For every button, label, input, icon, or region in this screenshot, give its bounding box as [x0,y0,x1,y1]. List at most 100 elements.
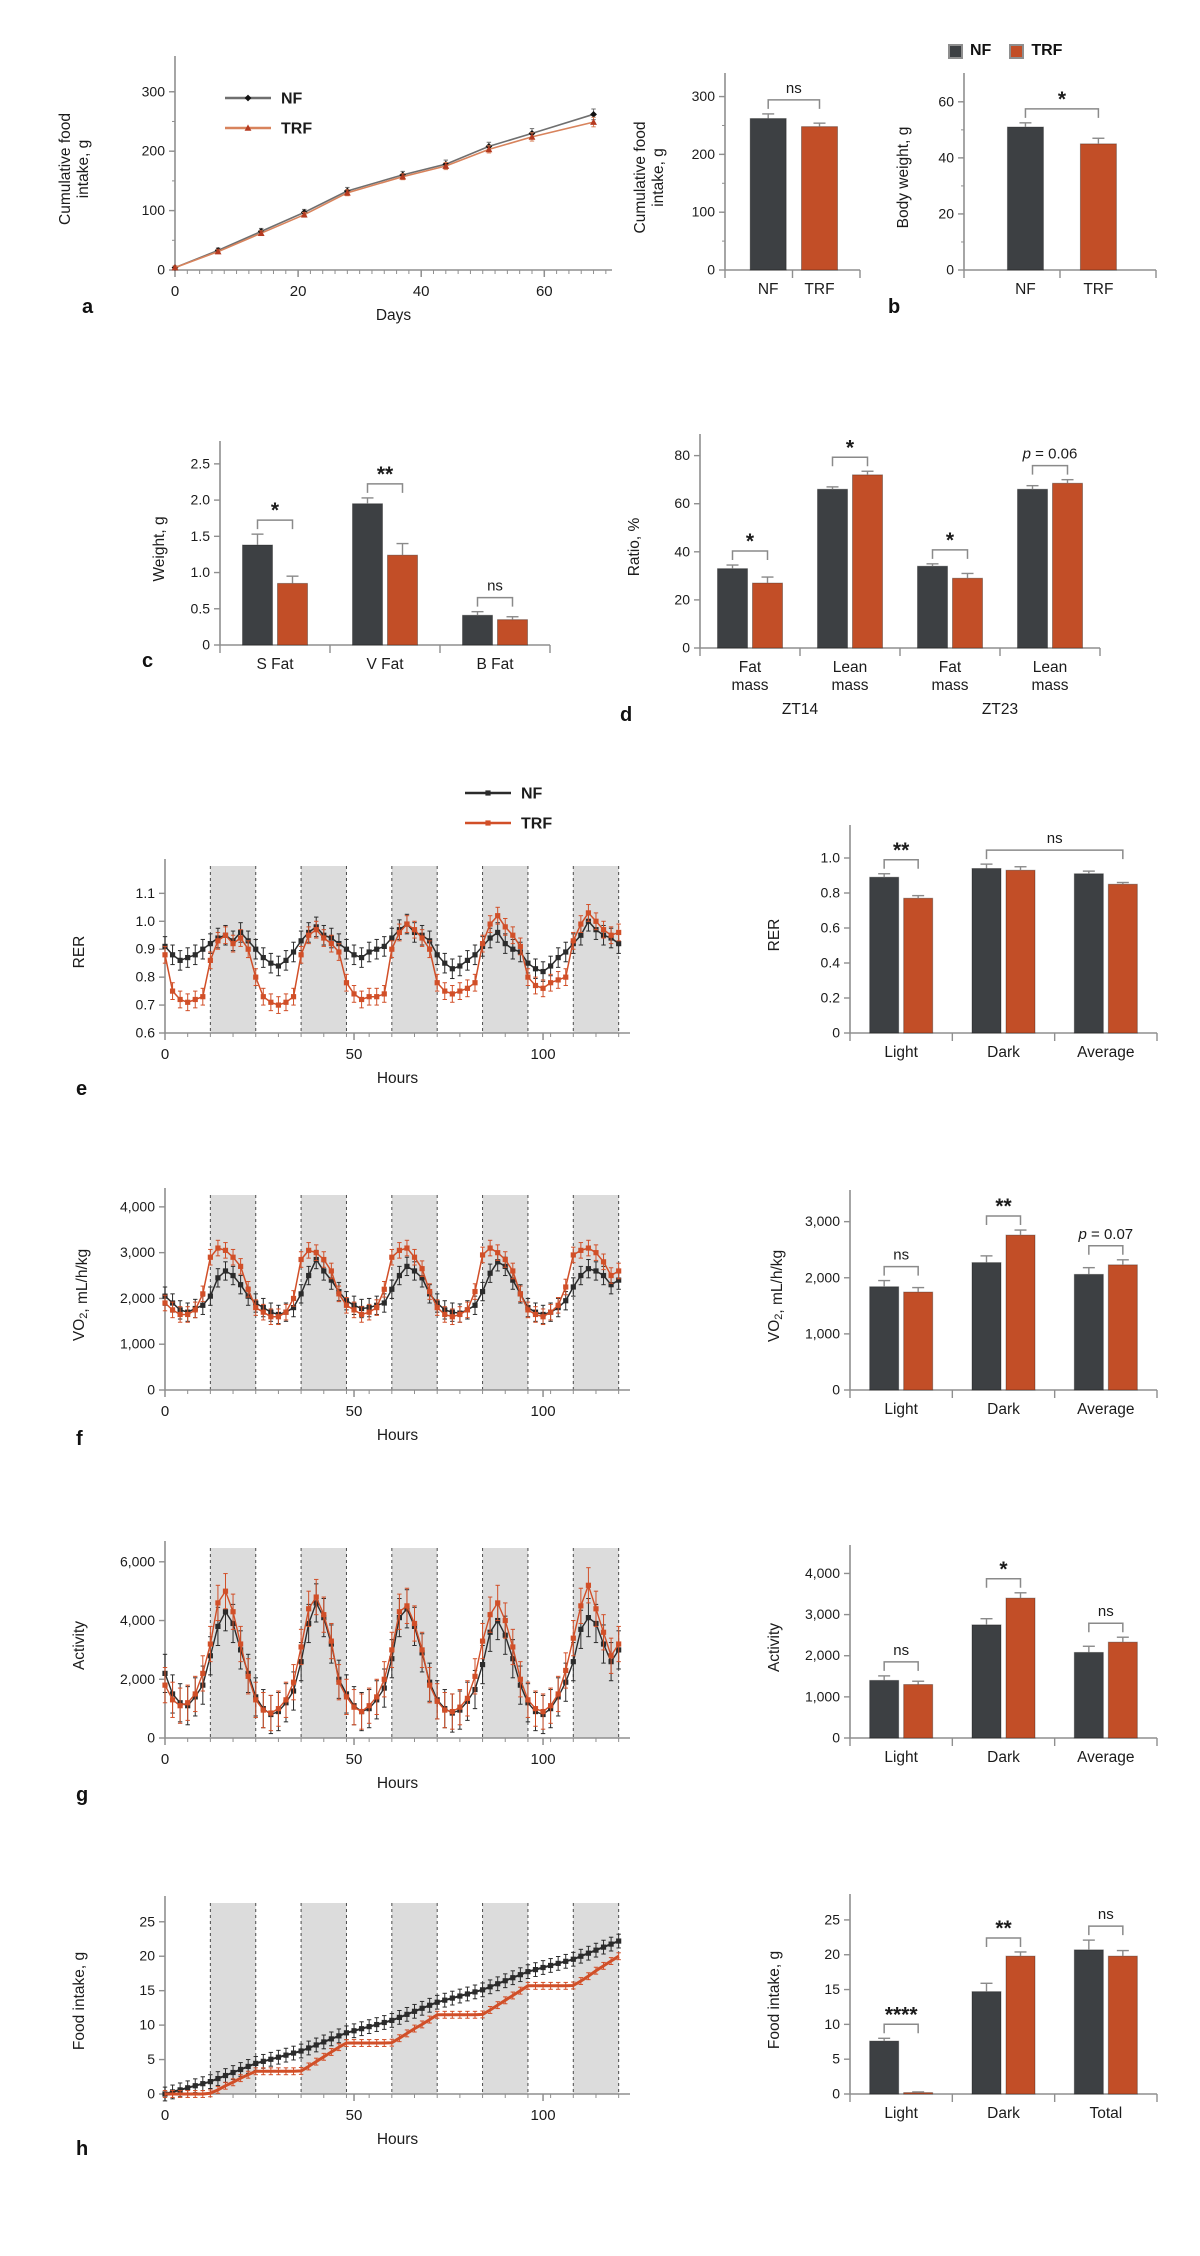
y-tick-label: 20 [824,1946,840,1962]
bar-TRF [1079,143,1117,271]
panel-g-bar-chart: 0 1,000 2,000 3,000 4,000 Activity Light ns Dark… [755,1465,1185,1817]
group-label-ZT14: ZT14 [782,701,819,718]
data-point-marker [434,1999,440,2005]
panel-f-bar-chart: 0 1,000 2,000 3,000 VO2, mL/h/kg Light ns Dark *… [755,1120,1185,1470]
panel-g-line-chart: 0 2,000 4,000 6,000 0 50 100 Hours Activity [60,1465,660,1817]
data-point-marker [185,954,191,961]
data-point-marker [177,1703,183,1709]
bar-NF-2 [462,614,493,646]
data-point-marker [578,1247,584,1253]
panel-e-line-chart: 0.6 0.7 0.8 0.9 1.0 1.1 0 50 100 Hours RER NF TRF [60,775,660,1120]
significance-bracket [1088,1622,1124,1633]
y-tick-label: 15 [139,1982,155,1998]
y-axis-title: RER [71,936,88,969]
bar-NF-2 [1073,1949,1104,2095]
data-point-marker [343,189,351,196]
data-point-marker [396,929,402,936]
data-point-marker [366,994,372,1000]
y-tick-label: 2,000 [120,1671,155,1687]
data-point-marker [306,1606,312,1612]
y-tick-label: 0 [832,2086,840,2102]
data-point-marker [275,1314,282,1320]
y-tick-label: 80 [674,447,690,463]
bar-NF-1 [817,488,848,649]
data-point-marker [517,943,523,950]
significance-bracket [256,519,294,530]
bar-category-label: Lean mass [1031,659,1068,694]
data-point-marker [351,1704,357,1710]
data-point-marker [215,1600,221,1606]
bar-NF-0 [869,1679,900,1739]
bar-category-label: Dark [987,1044,1020,1061]
bars [869,1592,1138,1739]
y-tick-label: 2,000 [805,1647,840,1663]
data-point-marker [548,980,554,986]
data-point-marker [585,1582,592,1588]
y-axis-title: Activity [71,1621,88,1670]
legend-label-NF: NF [281,91,303,108]
data-point-marker [442,1707,448,1713]
data-point-marker [200,1302,206,1308]
significance-bracket [985,849,1124,860]
data-point-marker [230,2069,236,2076]
bar-category-label: Lean mass [831,659,868,694]
data-point-marker [563,974,569,980]
y-tick-label: 0 [707,262,715,278]
data-point-marker [253,946,259,952]
data-point-marker [472,1302,478,1308]
data-point-marker [396,1247,402,1253]
data-point-marker [495,1981,501,1987]
series-line-NF [174,113,594,269]
x-axis-ticks: 0 50 100 [161,1738,620,1768]
y-axis-title: Cumulative foodintake, g [632,121,667,233]
data-point-marker [449,991,455,997]
data-point-marker [230,1254,236,1260]
data-point-marker [555,1302,561,1308]
axis-boundary-ticks [219,645,551,653]
series-line-TRF [174,121,594,269]
data-point-marker [300,211,308,218]
data-point-marker [563,1298,569,1304]
bar-NF-0 [242,544,273,646]
data-point-marker [485,820,491,826]
data-point-marker [207,2079,213,2085]
data-point-marker [548,963,554,969]
data-point-marker [389,1254,395,1260]
data-point-marker [616,1938,622,1944]
data-point-marker [328,2036,334,2042]
data-point-marker [366,949,372,955]
data-point-marker [192,1691,198,1697]
data-point-marker [328,1638,334,1644]
x-tick-label: 50 [346,2107,363,2124]
y-axis-title: Body weight, g [895,127,912,229]
y-tick-label: 15 [824,1981,840,1997]
significance-ns: ns [1047,830,1063,847]
y-tick-label: 20 [938,205,954,221]
data-point-marker [298,2048,304,2054]
data-point-marker [472,952,478,958]
x-tick-label: 40 [413,283,430,300]
data-point-marker [238,2066,244,2073]
y-tick-label: 40 [674,543,690,559]
data-point-marker [328,1268,334,1274]
y-tick-label: 300 [142,83,166,99]
data-point-marker [487,1270,493,1276]
data-point-marker [404,1603,410,1609]
series-TRF [162,1952,621,2098]
data-point-marker [268,999,274,1005]
data-point-marker [502,1256,508,1263]
data-point-marker [427,2002,433,2008]
data-point-marker [442,960,448,966]
data-point-marker [313,2042,319,2048]
significance-p-value: p = 0.07 [1078,1226,1134,1243]
data-point-marker [283,1309,289,1315]
x-axis-ticks: 0 50 100 [161,1390,620,1420]
bars [869,863,1138,1034]
bar-category-label: Light [884,1749,918,1766]
bar-category-label: Average [1077,1401,1134,1418]
data-point-marker [525,1697,531,1703]
x-axis-title: Hours [377,1427,419,1444]
series-TRF [171,116,597,271]
data-point-marker [177,996,183,1003]
data-point-marker [525,974,531,980]
